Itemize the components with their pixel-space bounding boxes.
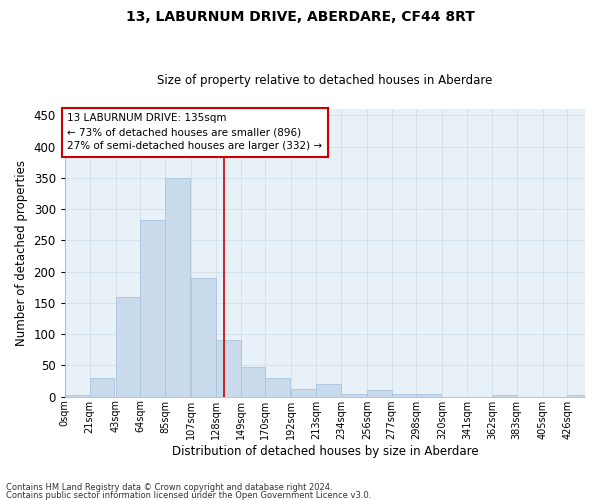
Text: 13 LABURNUM DRIVE: 135sqm
← 73% of detached houses are smaller (896)
27% of semi: 13 LABURNUM DRIVE: 135sqm ← 73% of detac… bbox=[67, 114, 322, 152]
Bar bbox=[568, 395, 592, 396]
Bar bbox=[165, 178, 190, 396]
Bar bbox=[89, 378, 115, 396]
Bar bbox=[292, 388, 316, 396]
Bar bbox=[140, 220, 165, 396]
Bar bbox=[241, 366, 265, 396]
Bar bbox=[367, 390, 392, 396]
Bar bbox=[392, 394, 416, 396]
Bar bbox=[316, 384, 341, 396]
Bar bbox=[216, 340, 241, 396]
Text: Contains public sector information licensed under the Open Government Licence v3: Contains public sector information licen… bbox=[6, 491, 371, 500]
Bar bbox=[191, 278, 216, 396]
Title: Size of property relative to detached houses in Aberdare: Size of property relative to detached ho… bbox=[157, 74, 493, 87]
Y-axis label: Number of detached properties: Number of detached properties bbox=[15, 160, 28, 346]
Bar bbox=[416, 394, 441, 396]
Bar bbox=[265, 378, 290, 396]
Bar bbox=[116, 296, 140, 396]
Bar bbox=[492, 395, 517, 396]
Bar bbox=[341, 394, 365, 396]
X-axis label: Distribution of detached houses by size in Aberdare: Distribution of detached houses by size … bbox=[172, 444, 478, 458]
Text: Contains HM Land Registry data © Crown copyright and database right 2024.: Contains HM Land Registry data © Crown c… bbox=[6, 484, 332, 492]
Text: 13, LABURNUM DRIVE, ABERDARE, CF44 8RT: 13, LABURNUM DRIVE, ABERDARE, CF44 8RT bbox=[125, 10, 475, 24]
